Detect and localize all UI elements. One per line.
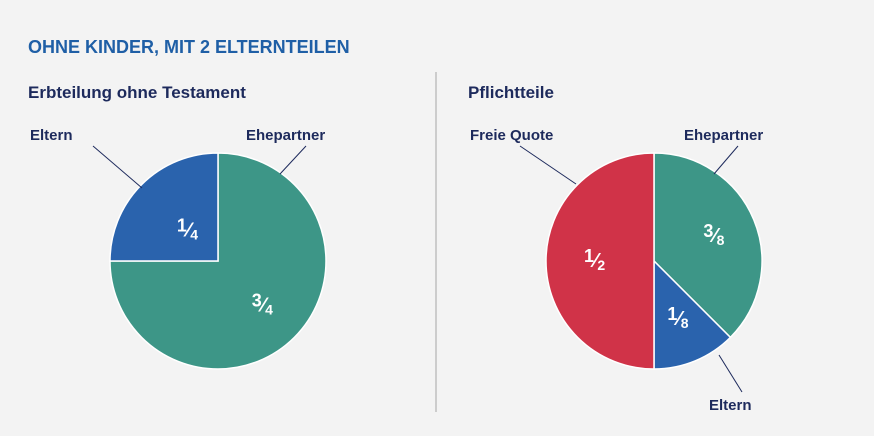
- pie-slice-freie-quote: [545, 152, 655, 370]
- pie-slice-ehepartner: [653, 152, 763, 339]
- callout-leader-spouse: [279, 145, 307, 175]
- pie-slice-eltern: [109, 152, 219, 262]
- chart-inheritance-no-will: Erbteilung ohne Testament 3⁄41⁄4 Eltern …: [28, 83, 327, 370]
- callout-leader-spouse: [713, 145, 739, 175]
- chart-compulsory-shares: Pflichtteile 3⁄81⁄81⁄2 Freie Quote Ehepa…: [468, 83, 763, 414]
- callout-leader-free-quota: [519, 145, 577, 185]
- chart-title: Pflichtteile: [468, 83, 554, 102]
- pie-chart: 3⁄81⁄81⁄2: [545, 152, 763, 370]
- pie-slice-ehepartner: [109, 152, 327, 370]
- pie-chart: 3⁄41⁄4: [109, 152, 327, 370]
- callout-leader-parents: [718, 354, 743, 393]
- callout-label-parents: Eltern: [30, 127, 73, 144]
- callout-label-free-quota: Freie Quote: [470, 127, 553, 144]
- callout-leader-parents: [92, 145, 143, 189]
- pie-slice-eltern: [653, 259, 732, 370]
- section-title: OHNE KINDER, MIT 2 ELTERNTEILEN: [28, 37, 350, 57]
- callout-label-spouse: Ehepartner: [246, 127, 325, 144]
- callout-label-spouse: Ehepartner: [684, 127, 763, 144]
- chart-title: Erbteilung ohne Testament: [28, 83, 246, 102]
- callout-label-parents: Eltern: [709, 397, 752, 414]
